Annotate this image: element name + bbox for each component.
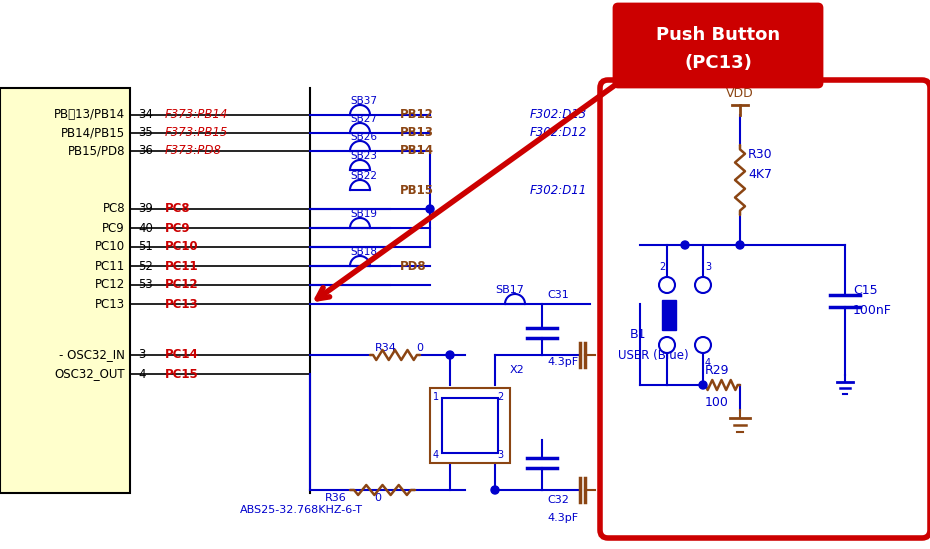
Circle shape [681, 241, 689, 249]
Text: F302:D12: F302:D12 [530, 126, 587, 139]
Text: 3: 3 [138, 349, 145, 361]
Text: SB22: SB22 [350, 171, 377, 181]
Text: 4.3pF: 4.3pF [547, 513, 578, 523]
Text: 2: 2 [658, 262, 665, 272]
Text: 53: 53 [138, 278, 153, 292]
Text: PC10: PC10 [165, 240, 199, 254]
Text: PC10: PC10 [95, 240, 125, 254]
Text: 4: 4 [705, 358, 711, 368]
Text: PC15: PC15 [165, 367, 199, 380]
Text: PC12: PC12 [95, 278, 125, 292]
Text: 39: 39 [138, 203, 153, 216]
Text: 4.3pF: 4.3pF [547, 357, 578, 367]
Circle shape [699, 381, 707, 389]
Text: SB19: SB19 [350, 209, 377, 219]
Text: PB15/PD8: PB15/PD8 [68, 144, 125, 158]
Text: PC13: PC13 [95, 298, 125, 311]
FancyBboxPatch shape [430, 388, 510, 463]
Text: 34: 34 [138, 109, 153, 121]
Text: F302:D13: F302:D13 [530, 109, 587, 121]
Text: PC13: PC13 [165, 298, 199, 311]
Text: 4: 4 [433, 450, 439, 460]
Text: R36: R36 [325, 493, 347, 503]
Text: PC12: PC12 [165, 278, 199, 292]
Text: R30: R30 [748, 148, 773, 161]
Text: PC8: PC8 [165, 203, 191, 216]
Text: 36: 36 [138, 144, 153, 158]
Text: SB17: SB17 [495, 285, 524, 295]
Text: ABS25-32.768KHZ-6-T: ABS25-32.768KHZ-6-T [240, 505, 363, 515]
Text: R34: R34 [375, 343, 397, 353]
Text: 0: 0 [416, 343, 423, 353]
Text: 100nF: 100nF [853, 304, 892, 317]
Text: PB15: PB15 [400, 183, 434, 197]
Text: 3: 3 [705, 262, 711, 272]
Text: F373:PB15: F373:PB15 [165, 126, 229, 139]
Text: PD8: PD8 [400, 260, 427, 272]
Text: C15: C15 [853, 283, 878, 296]
Text: PC8: PC8 [102, 203, 125, 216]
Text: 40: 40 [138, 221, 153, 234]
Text: SB18: SB18 [350, 247, 377, 257]
Text: 52: 52 [138, 260, 153, 272]
Circle shape [659, 277, 675, 293]
Text: PB12: PB12 [400, 109, 434, 121]
Text: PB13: PB13 [400, 126, 434, 139]
Text: 51: 51 [138, 240, 153, 254]
Text: 35: 35 [138, 126, 153, 139]
Text: F302:D11: F302:D11 [530, 183, 587, 197]
Text: Push Button: Push Button [656, 26, 780, 44]
Circle shape [659, 337, 675, 353]
Circle shape [446, 351, 454, 359]
FancyBboxPatch shape [0, 88, 130, 493]
Text: PC11: PC11 [95, 260, 125, 272]
Circle shape [426, 205, 434, 213]
Text: C32: C32 [547, 495, 569, 505]
Text: OSC32_OUT: OSC32_OUT [54, 367, 125, 380]
Circle shape [695, 277, 711, 293]
Text: 2: 2 [497, 392, 503, 402]
Text: VDD: VDD [726, 87, 754, 100]
Text: PB14/PB15: PB14/PB15 [60, 126, 125, 139]
Text: B1: B1 [630, 328, 646, 341]
Text: SB37: SB37 [350, 96, 377, 106]
Text: - OSC32_IN: - OSC32_IN [60, 349, 125, 361]
FancyBboxPatch shape [662, 300, 676, 330]
Text: SB23: SB23 [350, 151, 377, 161]
Text: PB14: PB14 [400, 144, 434, 158]
Text: F373:PB14: F373:PB14 [165, 109, 229, 121]
Text: 4: 4 [138, 367, 145, 380]
Text: (PC13): (PC13) [684, 54, 752, 72]
Text: X2: X2 [510, 365, 525, 375]
Text: 4K7: 4K7 [748, 169, 772, 182]
Text: PB13/PB14: PB13/PB14 [54, 109, 125, 121]
Text: PC11: PC11 [165, 260, 199, 272]
Text: SB26: SB26 [350, 132, 377, 142]
Text: R29: R29 [704, 365, 729, 378]
Circle shape [736, 241, 744, 249]
Circle shape [695, 337, 711, 353]
Circle shape [491, 486, 499, 494]
Text: 100: 100 [705, 396, 728, 410]
Text: 0: 0 [374, 493, 381, 503]
Text: PC9: PC9 [102, 221, 125, 234]
Text: 1: 1 [433, 392, 439, 402]
Text: USER (Blue): USER (Blue) [618, 349, 688, 361]
FancyBboxPatch shape [442, 398, 498, 453]
Text: 3: 3 [497, 450, 503, 460]
Text: C31: C31 [547, 290, 569, 300]
Text: F373:PD8: F373:PD8 [165, 144, 222, 158]
Text: PC14: PC14 [165, 349, 199, 361]
Text: PC9: PC9 [165, 221, 191, 234]
Text: SB27: SB27 [350, 114, 377, 124]
FancyBboxPatch shape [614, 4, 822, 87]
